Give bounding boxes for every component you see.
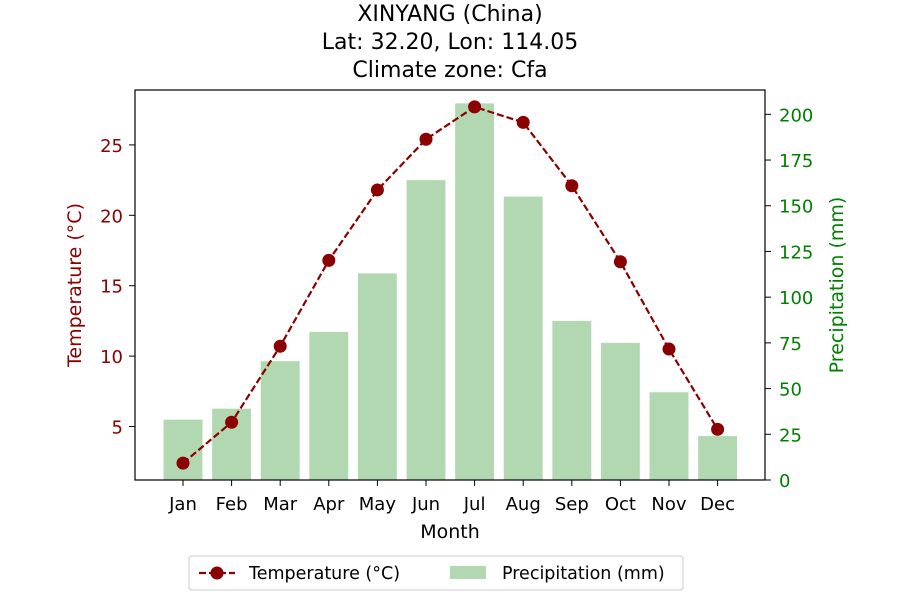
temperature-point-apr	[322, 253, 336, 267]
chart-title-line-3: Climate zone: Cfa	[352, 58, 547, 83]
x-tick-label-nov: Nov	[651, 494, 686, 515]
temperature-point-may	[370, 183, 384, 197]
temperature-point-mar	[273, 339, 287, 353]
y-right-tick-label-125: 125	[779, 242, 813, 263]
temperature-point-dec	[711, 422, 725, 436]
precipitation-bar-nov	[649, 392, 689, 480]
y-right-tick-label-100: 100	[779, 288, 813, 309]
y-left-tick-label-5: 5	[112, 417, 123, 438]
temperature-point-jan	[176, 456, 190, 470]
legend-precipitation-label: Precipitation (mm)	[502, 564, 665, 584]
precipitation-bar-aug	[503, 196, 543, 480]
x-tick-label-mar: Mar	[263, 494, 298, 515]
x-tick-label-feb: Feb	[216, 494, 248, 515]
chart-title: XINYANG (China) Lat: 32.20, Lon: 114.05 …	[322, 2, 578, 83]
temperature-point-jul	[468, 100, 482, 114]
x-tick-label-sep: Sep	[555, 494, 589, 515]
precipitation-bar-jul	[455, 103, 495, 480]
y-right-tick-label-75: 75	[779, 334, 802, 355]
precipitation-bar-sep	[552, 320, 592, 480]
legend: Temperature (°C) Precipitation (mm)	[188, 555, 684, 591]
y-right-tick-label-175: 175	[779, 151, 813, 172]
x-tick-label-apr: Apr	[313, 494, 345, 515]
legend-frame	[188, 555, 684, 591]
legend-temperature-marker-swatch	[210, 566, 224, 580]
temperature-point-nov	[662, 342, 676, 356]
x-axis-label: Month	[420, 521, 480, 543]
y-left-tick-label-25: 25	[100, 136, 123, 157]
plot-frame	[134, 89, 766, 481]
precipitation-bar-jun	[406, 180, 446, 481]
chart-title-line-1: XINYANG (China)	[357, 2, 542, 27]
x-tick-label-may: May	[359, 494, 397, 515]
temperature-point-aug	[516, 115, 530, 129]
temperature-series-line	[182, 105, 719, 464]
x-tick-label-oct: Oct	[605, 494, 636, 515]
x-tick-label-jan: Jan	[168, 494, 197, 515]
temperature-point-oct	[613, 255, 627, 269]
x-tick-label-jun: Jun	[411, 494, 440, 515]
x-tick-label-dec: Dec	[700, 494, 735, 515]
temperature-point-feb	[225, 415, 239, 429]
y-right-tick-label-150: 150	[779, 197, 813, 218]
y-right-tick-label-25: 25	[779, 425, 802, 446]
y-axis-left-label: Temperature (°C)	[64, 203, 86, 368]
axis-labels: Month Temperature (°C) Precipitation (mm…	[64, 197, 848, 543]
precipitation-bars	[163, 103, 738, 481]
precipitation-bar-oct	[600, 342, 640, 480]
y-axis-right-label: Precipitation (mm)	[826, 197, 848, 374]
x-tick-label-jul: Jul	[463, 494, 486, 515]
precipitation-bar-jan	[163, 419, 203, 480]
y-left-tick-label-15: 15	[100, 277, 123, 298]
y-left-tick-label-10: 10	[100, 347, 123, 368]
temperature-line	[176, 100, 725, 470]
y-left-tick-label-20: 20	[100, 206, 123, 227]
temperature-point-jun	[419, 132, 433, 146]
precipitation-bar-mar	[260, 361, 300, 480]
temperature-point-sep	[565, 179, 579, 193]
legend-precipitation-swatch	[450, 566, 486, 579]
axes: Jan Feb Mar Apr May Jun Jul Aug Sep Oct Nov Dec 5 10 1…	[100, 89, 813, 515]
precipitation-bar-apr	[309, 331, 349, 480]
y-right-tick-label-50: 50	[779, 380, 802, 401]
y-right-tick-label-0: 0	[779, 471, 790, 492]
x-tick-label-aug: Aug	[506, 494, 541, 515]
chart-title-line-2: Lat: 32.20, Lon: 114.05	[322, 30, 578, 55]
y-right-tick-label-200: 200	[779, 105, 813, 126]
precipitation-bar-may	[357, 273, 397, 480]
precipitation-bar-dec	[698, 436, 738, 480]
legend-temperature-label: Temperature (°C)	[248, 564, 400, 584]
